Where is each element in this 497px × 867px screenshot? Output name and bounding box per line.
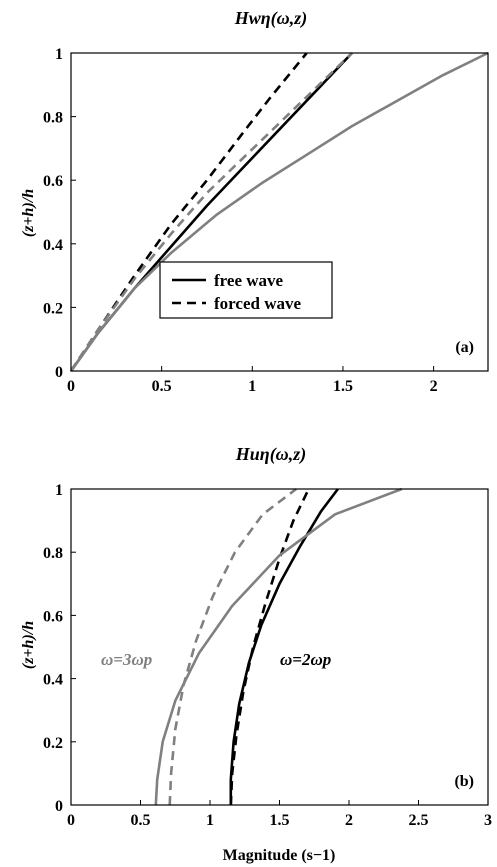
panel-b-xtick-label: 0.5: [131, 812, 151, 829]
panel-b-ytick-label: 0: [55, 798, 63, 815]
panel-b-xtick-label: 2.5: [409, 812, 429, 829]
panel-a-series-2-line: [69, 51, 489, 372]
panel-b-axes: [70, 488, 489, 806]
panel-b-series-0-line: [229, 488, 339, 805]
panel-a-legend: free wave forced wave: [159, 261, 333, 319]
panel-a-xtick-label: 2: [430, 378, 438, 395]
panel-a-xticks: 0 0.5 1 1.5 2: [67, 366, 438, 395]
panel-b-ytick-label: 0.4: [43, 672, 63, 689]
legend-box: [159, 261, 333, 319]
panel-a: Hwη(ω,z) (z+h)/h 0 0.5 1 1.5 2 0 0.2 0.4 0.6 0.8…: [20, 8, 489, 395]
legend-label-forced-wave: forced wave: [214, 294, 301, 313]
panel-b-xtick-label: 0: [67, 812, 75, 829]
panel-a-ytick-label: 1: [55, 46, 63, 63]
panel-b-xlabel: Magnitude (s−1): [223, 847, 336, 864]
panel-a-ylabel: (z+h)/h: [20, 189, 37, 237]
panel-b-label: (b): [454, 773, 474, 790]
panel-a-ytick-label: 0.2: [43, 300, 63, 317]
panel-a-series-3-line: [69, 52, 353, 372]
panel-a-ytick-label: 0.6: [43, 173, 63, 190]
panel-a-ytick-label: 0.8: [43, 110, 63, 127]
panel-a-series: [69, 51, 489, 372]
panel-b-title: Huη(ω,z): [235, 444, 306, 465]
panel-a-xtick-label: 0: [67, 378, 75, 395]
panel-a-xtick-label: 1.5: [333, 378, 353, 395]
panel-a-xtick-label: 0.5: [152, 378, 172, 395]
panel-b-series-3-line: [168, 487, 297, 806]
panel-b-xtick-label: 2: [345, 812, 353, 829]
panel-a-label: (a): [455, 339, 474, 356]
panel-a-title: Hwη(ω,z): [234, 8, 307, 29]
panel-a-series-0-line: [69, 52, 353, 372]
panel-b-series-1-line: [229, 488, 310, 806]
panel-b-xtick-label: 1: [206, 812, 214, 829]
panel-b-ytick-label: 1: [55, 482, 63, 499]
panel-b-xticks: 0 0.5 1 1.5 2 2.5 3: [67, 800, 492, 829]
panel-b: Huη(ω,z) (z+h)/h 0 0.5 1 1.5 2 2.5 3 0 0.2 0.4 0.…: [20, 444, 492, 864]
panel-a-ytick-label: 0: [55, 364, 63, 381]
panel-b-yticks: 0 0.2 0.4 0.6 0.8 1: [43, 482, 76, 815]
panel-b-series-2-line: [154, 487, 403, 806]
annotation-3wp: ω=3ωp: [101, 650, 152, 669]
panel-b-ytick-label: 0.8: [43, 545, 63, 562]
panel-b-ytick-label: 0.6: [43, 608, 63, 625]
panel-b-xtick-label: 1.5: [270, 812, 290, 829]
panel-a-axes: [70, 52, 489, 372]
panel-b-xtick-label: 3: [484, 812, 492, 829]
legend-label-free-wave: free wave: [214, 271, 284, 290]
panel-a-ytick-label: 0.4: [43, 237, 63, 254]
panel-b-ylabel: (z+h)/h: [20, 621, 37, 669]
panel-a-xtick-label: 1: [248, 378, 256, 395]
annotation-2wp: ω=2ωp: [280, 650, 331, 669]
panel-b-ytick-label: 0.2: [43, 735, 63, 752]
panel-a-yticks: 0 0.2 0.4 0.6 0.8 1: [43, 46, 76, 381]
panel-b-series: [154, 487, 403, 806]
